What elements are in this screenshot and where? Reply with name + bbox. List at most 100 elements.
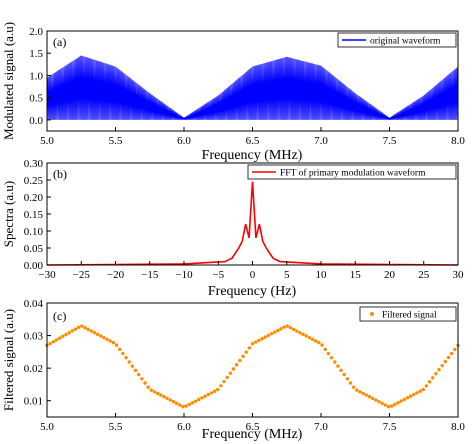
filtered-signal-point: [377, 400, 381, 404]
panel-c-x-axis-label: Frequency (MHz): [202, 427, 303, 442]
filtered-signal-point: [440, 363, 444, 368]
panel-b-x-tick-label: −10: [175, 269, 193, 281]
panel-c-y-tick-label: 0.03: [24, 331, 44, 343]
filtered-signal-point: [247, 346, 252, 350]
filtered-signal-point: [178, 403, 182, 407]
filtered-signal-point: [269, 332, 274, 336]
filtered-signal-point: [181, 404, 185, 409]
panel-c-y-tick-label: 0.01: [24, 396, 43, 408]
filtered-signal-point: [320, 343, 324, 347]
filtered-signal-point: [370, 396, 375, 401]
panel-c-legend-box: [359, 306, 457, 322]
filtered-signal-point: [342, 372, 346, 377]
filtered-signal-point: [396, 401, 400, 405]
filtered-signal-point: [351, 385, 356, 389]
filtered-signal-point: [418, 389, 422, 393]
panel-b-y-tick-label: 0.05: [24, 243, 44, 255]
filtered-signal-point: [364, 393, 369, 397]
filtered-signal-point: [228, 371, 233, 375]
filtered-signal-point: [83, 326, 87, 330]
panel-c-y-tick-label: 0.04: [24, 298, 44, 310]
filtered-signal-point: [301, 332, 305, 337]
filtered-signal-point: [282, 325, 286, 329]
filtered-signal-point: [61, 334, 65, 339]
panel-c-legend: Filtered signal: [359, 306, 457, 322]
filtered-signal-point: [130, 364, 135, 368]
filtered-signal-point: [111, 340, 116, 345]
filtered-signal-point: [314, 339, 318, 343]
panel-b-x-tick-label: 5: [284, 269, 290, 281]
filtered-signal-point: [257, 338, 261, 343]
filtered-signal-point: [234, 363, 239, 367]
filtered-signal-point: [51, 340, 56, 344]
filtered-signal-point: [162, 395, 166, 399]
filtered-signal-point: [446, 355, 451, 360]
panel-b-legend: FFT of primary modulation waveform: [247, 164, 457, 180]
filtered-signal-point: [152, 390, 157, 394]
filtered-signal-point: [310, 337, 315, 341]
filtered-signal-point: [431, 376, 435, 380]
panel-a-legend-box: [337, 32, 457, 48]
filtered-signal-point: [89, 329, 93, 333]
panel-b: −30 −25 −20 −15 −10 −5 0 5 10 15 20 25 30 0.00 0.05 0.1…: [1, 158, 464, 299]
filtered-signal-point: [339, 368, 343, 373]
panel-b-x-tick-label: −20: [107, 269, 125, 281]
filtered-signal-point: [143, 381, 147, 385]
panel-a-y-axis-label: Modulated signal (a.u): [1, 22, 16, 140]
filtered-signal-point: [105, 337, 109, 341]
filtered-signal-point: [203, 394, 207, 398]
panel-b-x-axis-label: Frequency (Hz): [208, 284, 297, 299]
panel-b-plot-area: [46, 181, 459, 266]
filtered-signal-point: [216, 387, 220, 392]
filtered-signal-point: [127, 360, 131, 364]
filtered-signal-point: [184, 404, 188, 408]
filtered-signal-point: [348, 381, 353, 385]
panel-a-x-tick-label: 6.0: [177, 135, 191, 147]
panel-b-legend-box: [247, 164, 457, 180]
filtered-signal-point: [272, 330, 277, 334]
filtered-signal-point: [427, 380, 432, 384]
filtered-signal-point: [298, 330, 302, 335]
filtered-signal-point: [333, 360, 337, 364]
filtered-signal-point: [434, 372, 438, 376]
filtered-signal-point: [405, 396, 410, 400]
panel-b-y-axis-label: Spectra (a.u): [1, 181, 16, 247]
filtered-signal-point: [155, 391, 160, 396]
filtered-signal-point: [453, 347, 457, 352]
panel-b-y-tick-label: 0.00: [24, 260, 44, 272]
filtered-signal-point: [317, 340, 321, 345]
filtered-signal-point: [121, 351, 125, 356]
filtered-signal-point: [146, 385, 150, 389]
panel-a-x-axis-label: Frequency (MHz): [202, 148, 303, 163]
filtered-signal-point: [374, 398, 378, 402]
panel-c-y-tick-label: 0.02: [24, 363, 43, 375]
panel-b-label: (b): [53, 167, 67, 181]
filtered-signal-point: [358, 390, 362, 394]
panel-b-x-tick-label: 0: [250, 269, 256, 281]
filtered-signal-point: [159, 393, 163, 397]
filtered-signal-point: [449, 351, 454, 356]
panel-a-y-tick-label: 1.0: [29, 70, 43, 82]
panel-c-x-tick-label: 6.0: [177, 421, 191, 433]
panel-c-plot-area: [45, 324, 460, 409]
filtered-signal-point: [197, 397, 201, 402]
filtered-signal-point: [64, 332, 68, 337]
panel-b-x-tick-label: 30: [453, 269, 465, 281]
filtered-signal-point: [149, 388, 154, 392]
filtered-signal-point: [140, 377, 144, 381]
filtered-signal-point: [102, 335, 106, 340]
filtered-signal-point: [244, 350, 248, 354]
panel-c-x-tick-label: 5.0: [40, 421, 54, 433]
filtered-signal-point: [209, 391, 214, 395]
filtered-signal-point: [48, 341, 52, 346]
panel-c-legend-label: Filtered signal: [382, 311, 437, 321]
panel-a-y-tick-label: 2.0: [29, 26, 43, 38]
filtered-signal-point: [165, 396, 169, 401]
filtered-signal-point: [408, 394, 413, 398]
panel-a-x-tick-label: 7.0: [314, 135, 328, 147]
filtered-signal-point: [412, 392, 416, 397]
filtered-signal-point: [393, 402, 397, 407]
filtered-signal-point: [124, 356, 128, 360]
panel-b-x-tick-label: 10: [316, 269, 328, 281]
